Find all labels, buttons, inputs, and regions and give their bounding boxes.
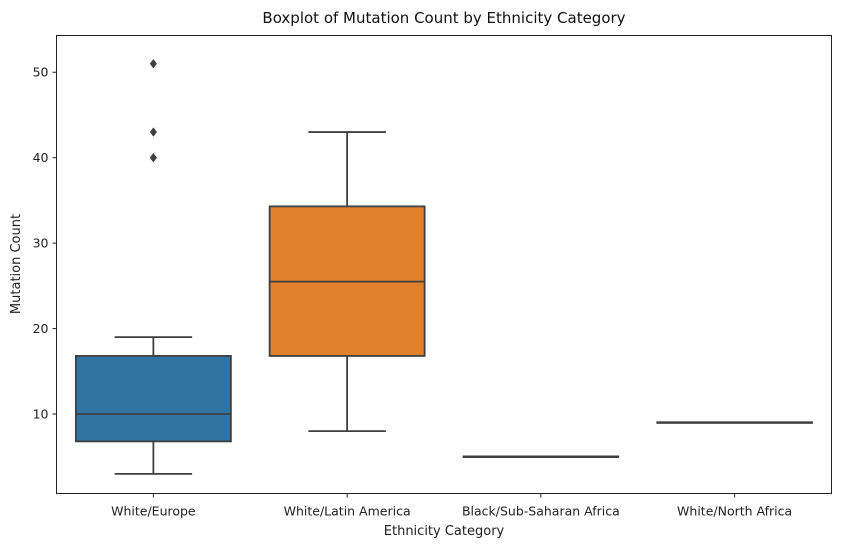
box-group xyxy=(74,58,232,475)
box-group xyxy=(656,421,813,424)
outlier-point xyxy=(149,152,157,163)
box-group xyxy=(268,131,426,433)
plot-area xyxy=(74,58,813,475)
x-axis-label: Ethnicity Category xyxy=(384,524,505,539)
y-tick-label: 40 xyxy=(33,150,49,165)
chart-title: Boxplot of Mutation Count by Ethnicity C… xyxy=(262,9,625,27)
box-group xyxy=(462,455,620,459)
y-tick-label: 20 xyxy=(33,321,49,336)
y-tick-label: 10 xyxy=(33,407,49,422)
plot-frame xyxy=(56,35,832,494)
y-tick-label: 50 xyxy=(33,65,49,80)
y-axis-label: Mutation Count xyxy=(9,214,24,314)
outlier-point xyxy=(149,127,157,137)
x-axis: White/Europe White/Latin America Black/Sub… xyxy=(111,493,792,519)
outlier-point xyxy=(149,58,157,69)
x-tick-label: White/Latin America xyxy=(284,504,411,519)
x-tick-label: Black/Sub-Saharan Africa xyxy=(462,504,620,519)
x-tick-label: White/Europe xyxy=(111,504,196,519)
box-iqr xyxy=(74,355,232,443)
y-axis: 10 20 30 40 50 xyxy=(33,65,57,422)
x-tick-label: White/North Africa xyxy=(677,504,792,519)
y-tick-label: 30 xyxy=(33,236,49,251)
